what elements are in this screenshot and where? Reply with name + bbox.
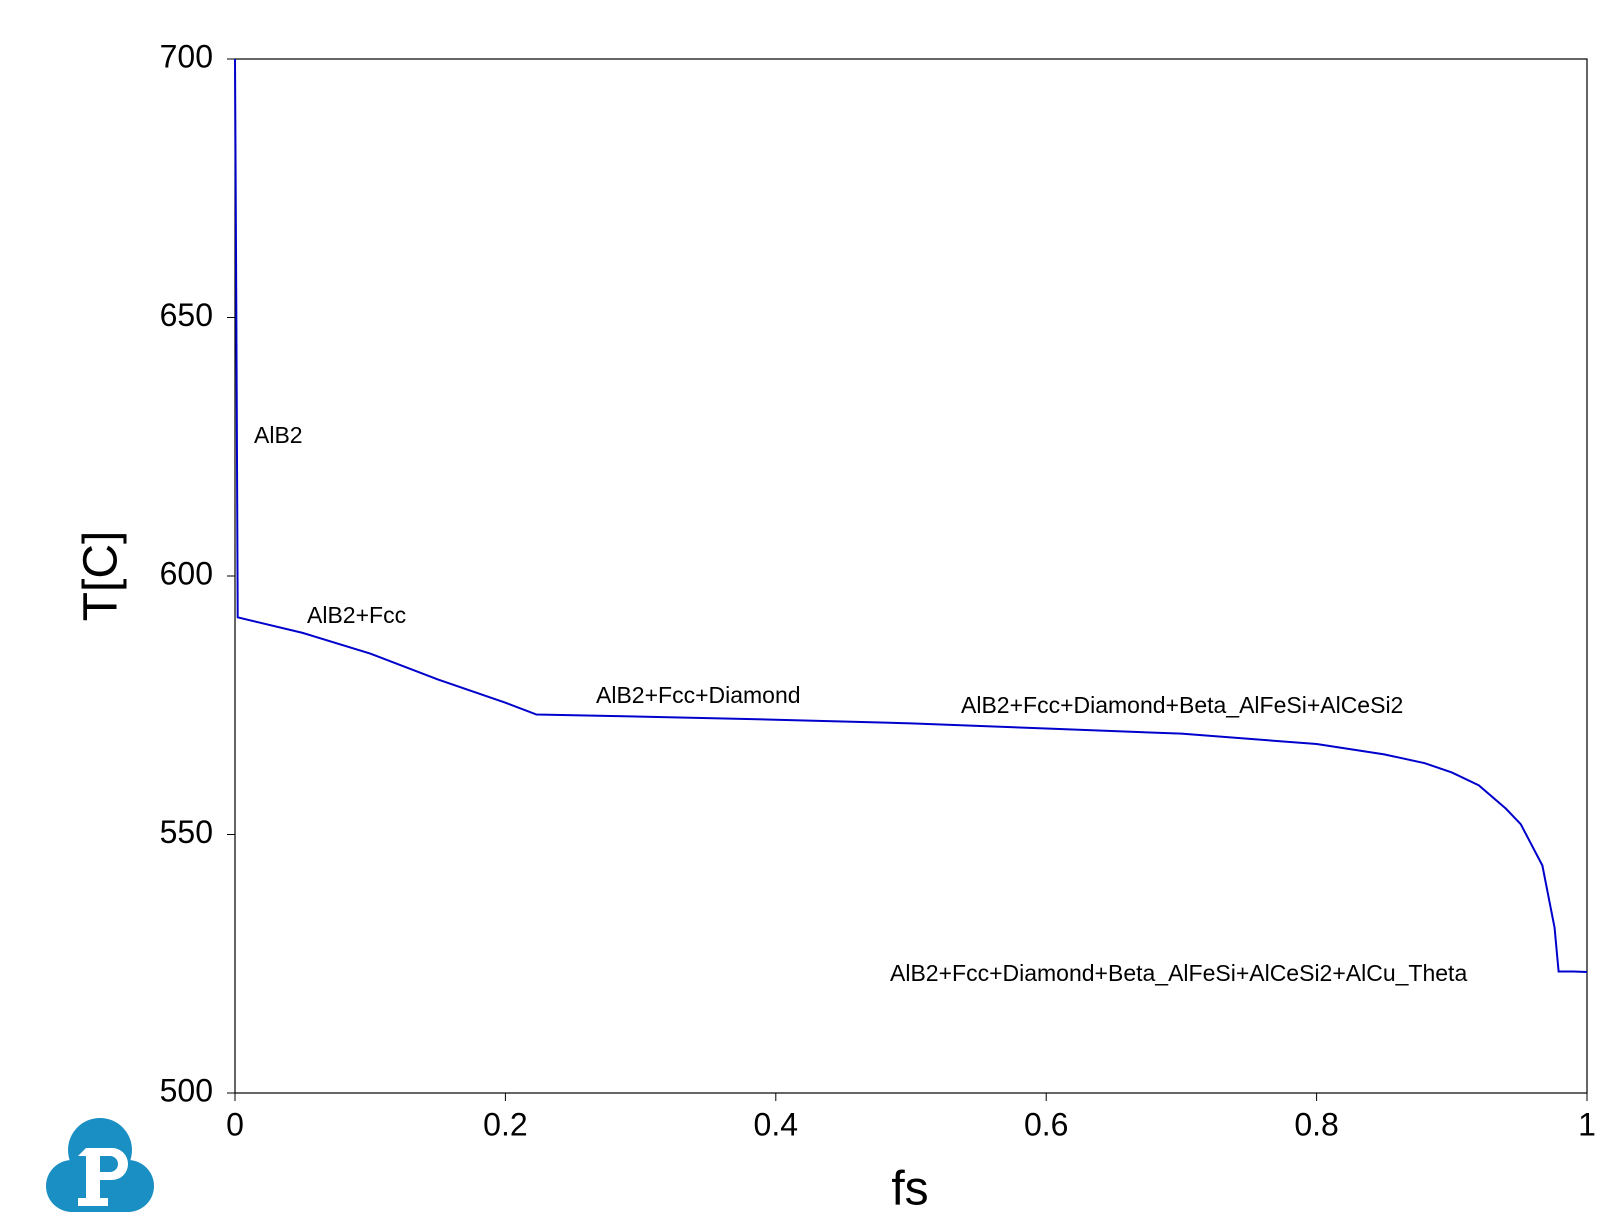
x-tick-label: 0 xyxy=(226,1106,244,1142)
annotation: AlB2 xyxy=(254,422,303,448)
y-tick-label: 700 xyxy=(160,38,213,74)
y-tick-label: 600 xyxy=(160,555,213,591)
y-tick-label: 650 xyxy=(160,297,213,333)
annotation: AlB2+Fcc xyxy=(307,602,406,628)
x-tick-label: 0.6 xyxy=(1024,1106,1068,1142)
logo xyxy=(46,1118,154,1212)
annotation: AlB2+Fcc+Diamond+Beta_AlFeSi+AlCeSi2 xyxy=(961,692,1403,718)
x-axis-label: fs xyxy=(891,1163,928,1216)
y-axis-label: T[C] xyxy=(75,531,128,622)
annotation: AlB2+Fcc+Diamond+Beta_AlFeSi+AlCeSi2+AlC… xyxy=(890,960,1467,986)
y-tick-label: 550 xyxy=(160,814,213,850)
plot-frame xyxy=(234,58,1588,1094)
x-tick-label: 1 xyxy=(1578,1106,1596,1142)
x-tick-label: 0.8 xyxy=(1294,1106,1338,1142)
annotation: AlB2+Fcc+Diamond xyxy=(596,682,801,708)
y-tick-label: 500 xyxy=(160,1072,213,1108)
data-line xyxy=(234,58,1588,974)
x-tick-label: 0.2 xyxy=(483,1106,527,1142)
x-tick-label: 0.4 xyxy=(754,1106,798,1142)
